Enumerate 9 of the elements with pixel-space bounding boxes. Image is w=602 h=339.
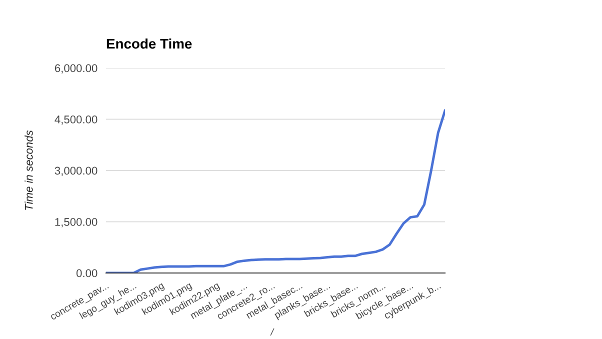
chart-title: Encode Time [106,38,192,49]
y-tick-label: 3,000.00 [54,166,98,176]
x-axis-title: / [270,328,274,336]
y-tick-label: 0.00 [76,269,98,278]
line-series [106,109,445,273]
y-tick-label: 6,000.00 [54,64,98,74]
y-tick-label: 4,500.00 [54,116,98,125]
y-tick-label: 1,500.00 [55,218,98,228]
y-axis-title: Time in seconds [24,130,33,210]
